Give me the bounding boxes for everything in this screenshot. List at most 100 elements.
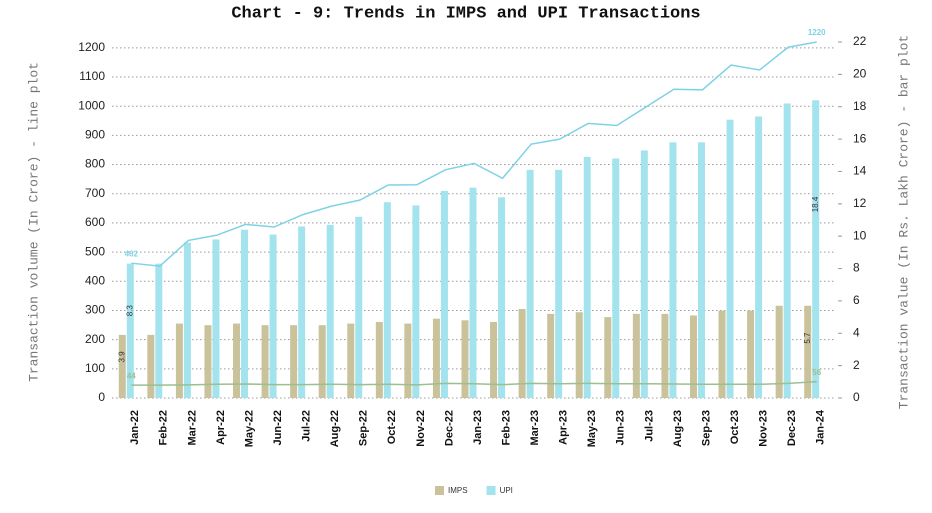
y-tick-label: 100 <box>85 361 105 375</box>
bar <box>775 305 783 398</box>
x-tick-label: Dec-23 <box>786 410 798 446</box>
bar <box>526 169 534 398</box>
bar <box>440 190 448 398</box>
bar <box>432 318 440 398</box>
bar <box>318 325 326 398</box>
line <box>131 380 817 386</box>
bar <box>155 263 163 398</box>
legend-swatch <box>435 486 444 495</box>
bar <box>697 142 705 398</box>
bar <box>604 317 612 398</box>
bar <box>298 226 306 398</box>
bar <box>575 312 583 398</box>
bar <box>383 202 391 398</box>
y2-tick-label: 6 <box>853 293 860 307</box>
y-tick-label: 600 <box>85 215 105 229</box>
line-value-label: 1220 <box>808 28 826 37</box>
x-tick-label: Dec-22 <box>443 410 455 446</box>
y2-tick-label: 8 <box>853 261 860 275</box>
bar <box>640 150 648 398</box>
bar <box>689 315 697 398</box>
bar <box>583 156 591 398</box>
x-tick-label: Sep-23 <box>700 410 712 446</box>
bar <box>326 224 334 398</box>
bar <box>261 325 269 398</box>
x-tick-label: May-22 <box>243 410 255 447</box>
x-tick-label: Nov-23 <box>758 410 770 447</box>
bar <box>461 320 469 398</box>
y2-tick-label: 22 <box>853 34 867 48</box>
y-tick-label: 700 <box>85 186 105 200</box>
y2-tick-label: 16 <box>853 131 867 145</box>
bar-value-label: 5.7 <box>803 332 812 344</box>
x-tick-label: Aug-22 <box>329 410 341 447</box>
legend-label: UPI <box>500 486 513 495</box>
bar <box>783 103 791 398</box>
y2-tick-label: 18 <box>853 99 867 113</box>
y2-tick-label: 20 <box>853 67 867 81</box>
x-tick-label: Jun-22 <box>272 410 284 445</box>
bar <box>347 323 355 398</box>
x-tick-label: Sep-22 <box>358 410 370 446</box>
line-value-label: 44 <box>127 371 136 380</box>
x-tick-label: Aug-23 <box>672 410 684 447</box>
bar <box>547 313 555 398</box>
x-tick-label: Feb-22 <box>158 410 170 445</box>
y2-tick-label: 4 <box>853 325 860 339</box>
y-tick-label: 0 <box>98 390 105 404</box>
bar <box>661 313 669 398</box>
x-tick-label: Apr-23 <box>558 410 570 445</box>
y-axis-title: Transaction volume (In Crore) - line plo… <box>26 62 41 382</box>
legend-swatch <box>486 486 496 495</box>
x-tick-label: Jun-23 <box>615 410 627 445</box>
bar <box>412 205 420 398</box>
bar <box>718 310 726 398</box>
bar <box>204 325 212 398</box>
x-tick-label: May-23 <box>586 410 598 447</box>
y-tick-label: 1200 <box>78 40 105 54</box>
x-tick-label: Oct-22 <box>386 410 398 444</box>
y-tick-label: 1100 <box>79 69 105 83</box>
bar <box>804 305 812 398</box>
legend-label: IMPS <box>448 486 468 495</box>
chart-title: Chart - 9: Trends in IMPS and UPI Transa… <box>231 4 700 23</box>
bar <box>469 187 477 398</box>
bar <box>726 119 734 398</box>
line <box>131 41 817 267</box>
bar <box>241 229 249 398</box>
y-tick-label: 1000 <box>78 98 105 112</box>
y-tick-label: 500 <box>85 244 105 258</box>
x-tick-label: Mar-22 <box>186 410 198 445</box>
x-tick-label: Mar-23 <box>529 410 541 445</box>
y-tick-label: 800 <box>85 157 105 171</box>
bar <box>212 239 220 398</box>
x-tick-label: Feb-23 <box>500 410 512 445</box>
y-tick-label: 900 <box>85 128 105 142</box>
bar-value-label: 3.9 <box>117 351 126 363</box>
x-tick-label: Jul-22 <box>301 410 313 442</box>
bar <box>498 197 506 398</box>
line-value-label: 462 <box>125 249 139 258</box>
bar <box>355 216 363 398</box>
y2-tick-label: 2 <box>853 358 860 372</box>
bar <box>175 323 183 398</box>
bar <box>290 325 298 398</box>
y2-tick-label: 0 <box>853 390 860 404</box>
y-tick-label: 400 <box>85 273 105 287</box>
x-tick-label: Jul-23 <box>643 410 655 442</box>
bar <box>747 310 755 398</box>
y2-axis-title: Transaction value (In Rs. Lakh Crore) - … <box>896 35 911 409</box>
bar <box>555 169 563 398</box>
bar <box>147 334 155 398</box>
x-tick-label: Oct-23 <box>729 410 741 444</box>
bar-value-label: 18.4 <box>811 196 820 212</box>
bar <box>612 158 620 398</box>
bar <box>669 142 677 398</box>
bar <box>126 263 134 398</box>
bar <box>118 334 126 398</box>
y2-tick-label: 12 <box>853 196 867 210</box>
bar <box>375 321 383 398</box>
y2-tick-label: 14 <box>853 164 867 178</box>
x-tick-label: Apr-22 <box>215 410 227 445</box>
